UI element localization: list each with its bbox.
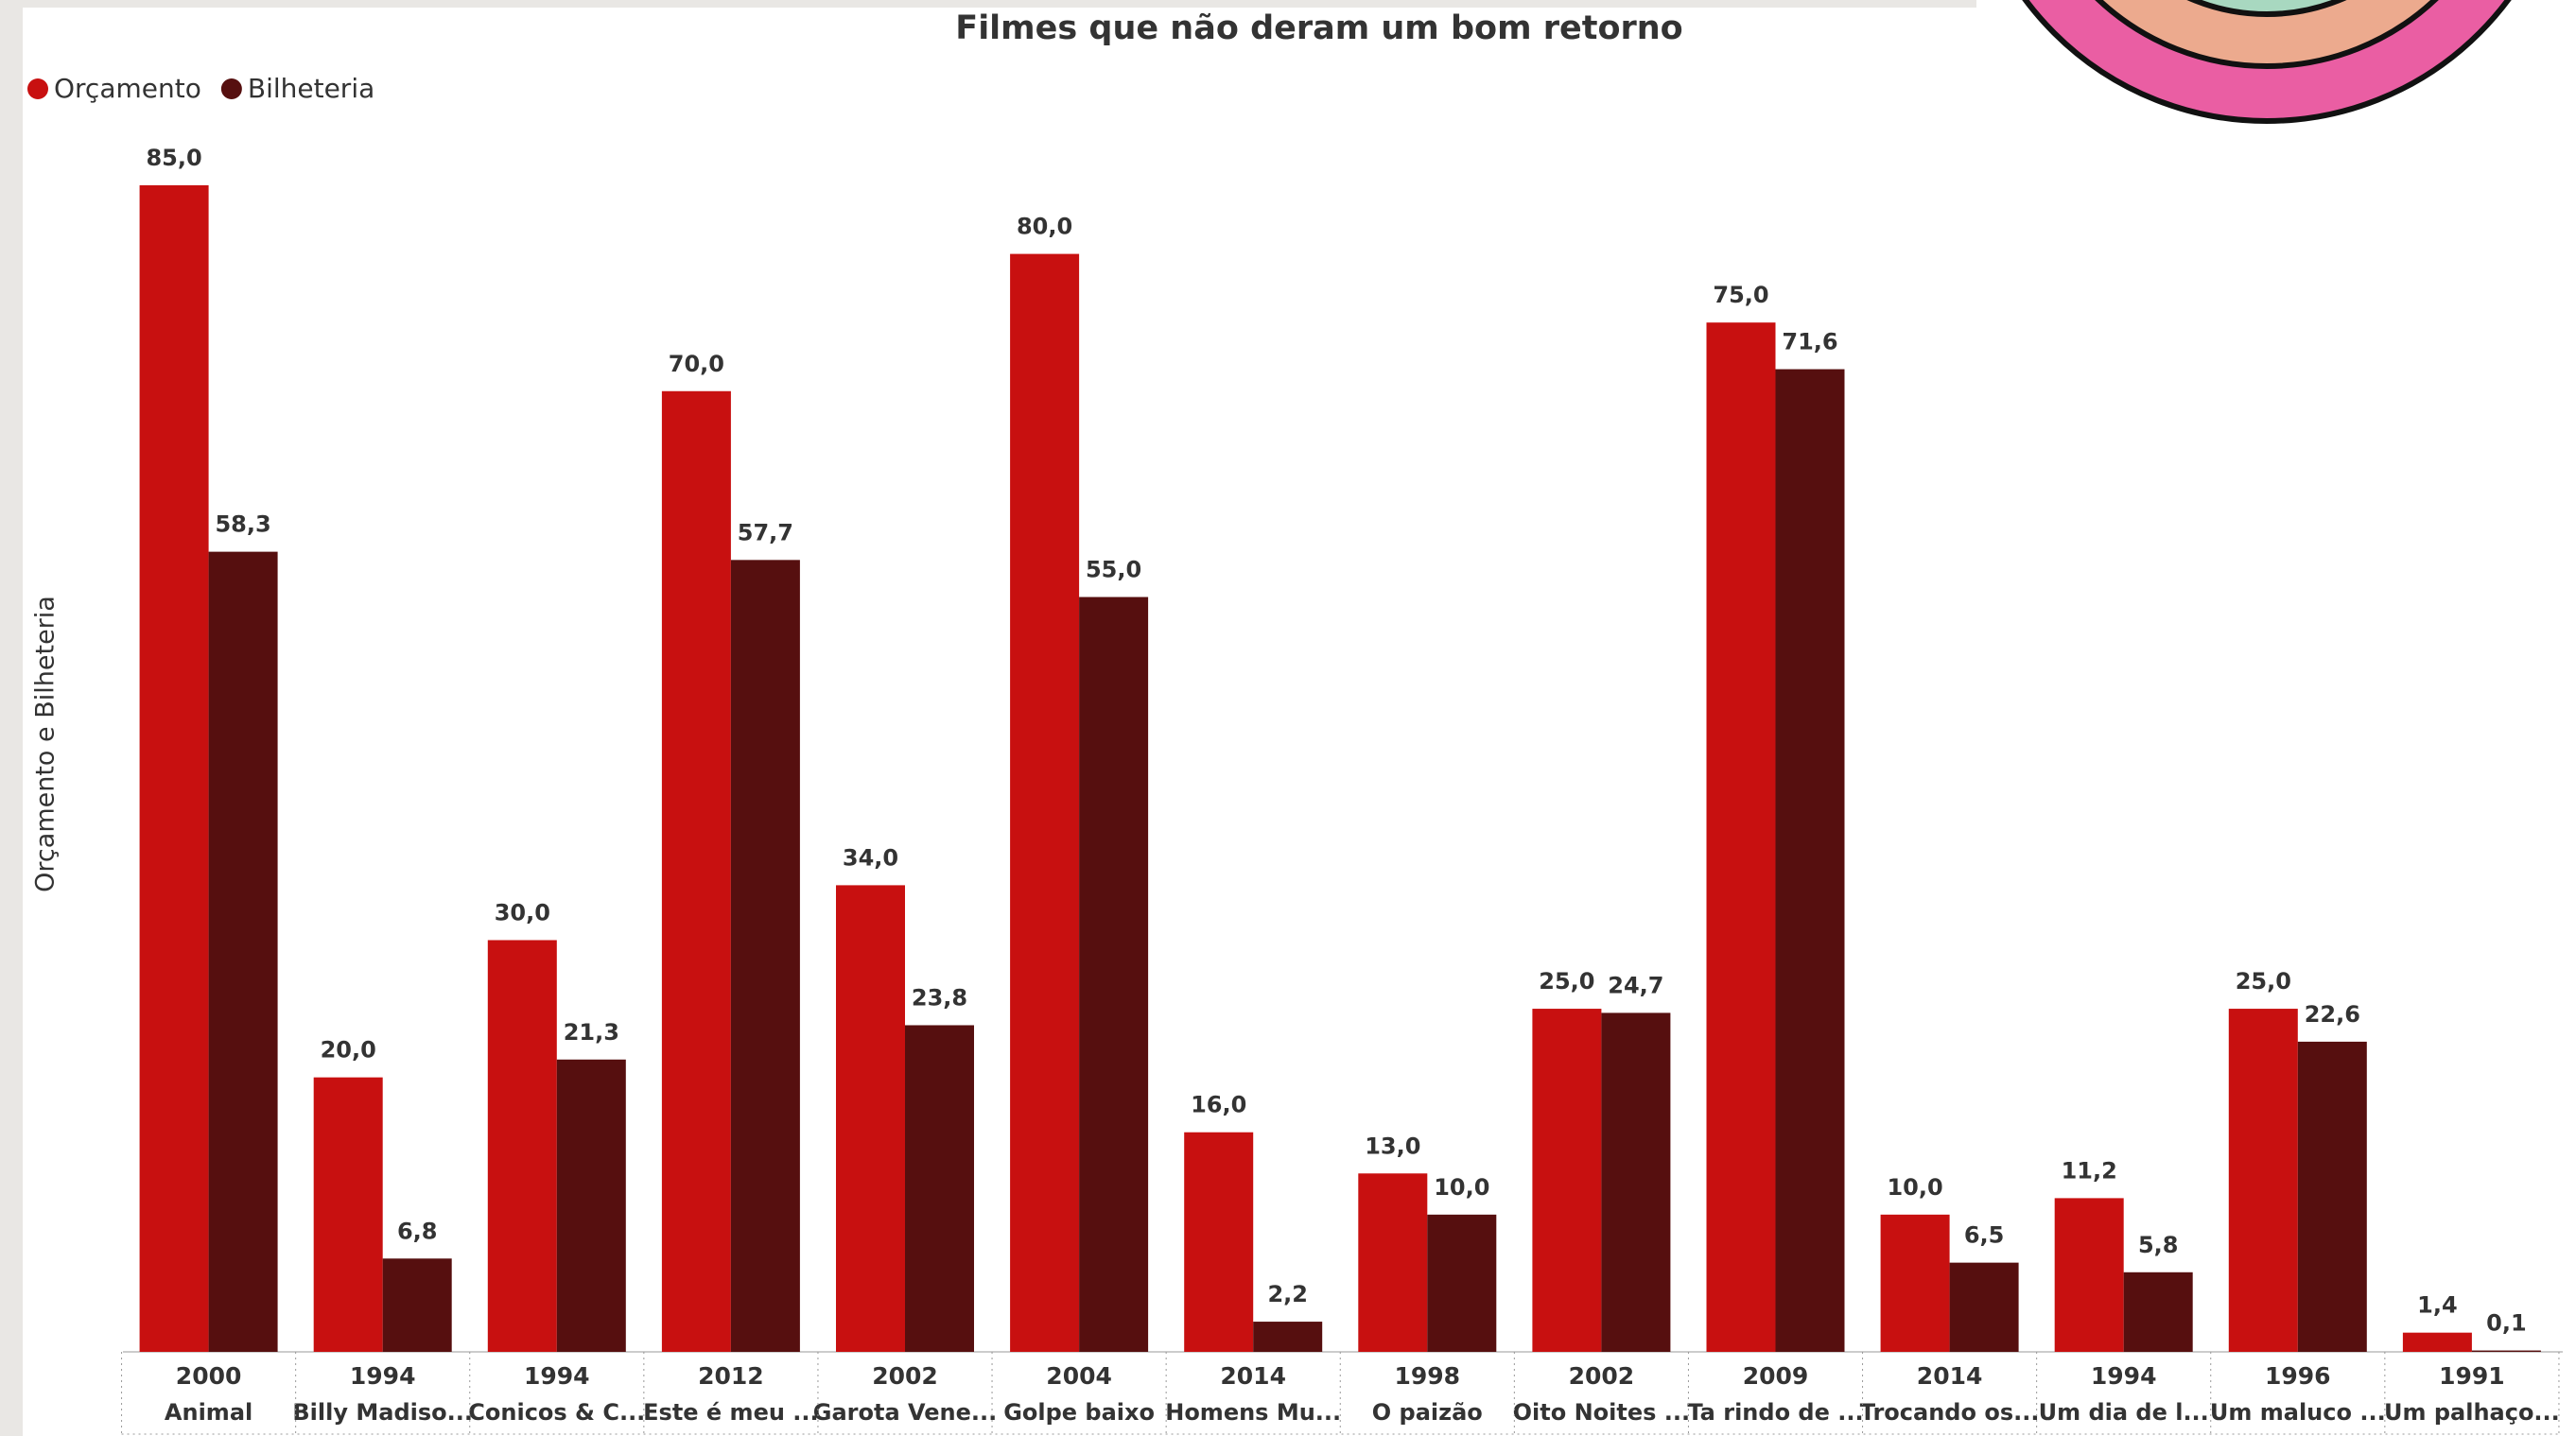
- bar: [2402, 1332, 2472, 1352]
- value-label: 10,0: [1434, 1174, 1489, 1201]
- value-label: 55,0: [1086, 557, 1141, 583]
- x-tick-year: 2012: [698, 1362, 764, 1390]
- bar: [1184, 1132, 1254, 1352]
- value-label: 6,5: [1964, 1222, 2005, 1249]
- bar: [2123, 1272, 2193, 1352]
- x-tick-year: 1991: [2439, 1362, 2505, 1390]
- bar: [2054, 1198, 2124, 1352]
- value-label: 22,6: [2305, 1001, 2360, 1028]
- legend-label: Bilheteria: [248, 73, 374, 104]
- x-tick-year: 2002: [872, 1362, 938, 1390]
- value-label: 25,0: [2236, 968, 2291, 995]
- value-label: 85,0: [146, 145, 201, 171]
- value-label: 75,0: [1713, 282, 1768, 308]
- bar: [730, 560, 800, 1352]
- bar: [1532, 1009, 1602, 1352]
- x-tick-label: Trocando os...: [1860, 1399, 2040, 1426]
- bar: [2297, 1041, 2367, 1352]
- x-tick-year: 1998: [1395, 1362, 1461, 1390]
- x-tick-year: 2004: [1046, 1362, 1112, 1390]
- legend-label: Orçamento: [54, 73, 201, 104]
- x-tick-label: Este é meu ...: [643, 1399, 819, 1426]
- x-tick-label: Homens Mu...: [1165, 1399, 1341, 1426]
- bar: [2228, 1009, 2298, 1352]
- side-strip: [0, 0, 23, 1436]
- value-label: 6,8: [397, 1218, 438, 1244]
- x-tick-label: Billy Madiso...: [292, 1399, 473, 1426]
- value-label: 30,0: [495, 899, 550, 926]
- value-label: 11,2: [2062, 1157, 2117, 1184]
- bar: [1601, 1012, 1671, 1352]
- bar: [1949, 1262, 2019, 1352]
- value-label: 21,3: [564, 1019, 619, 1046]
- bar: [556, 1059, 626, 1352]
- bar: [139, 185, 209, 1352]
- legend-swatch: [220, 78, 242, 99]
- bar: [1010, 253, 1080, 1352]
- x-tick-year: 2000: [176, 1362, 242, 1390]
- bar: [1880, 1214, 1950, 1352]
- value-label: 1,4: [2417, 1292, 2458, 1319]
- x-tick-year: 2002: [1569, 1362, 1635, 1390]
- value-label: 20,0: [321, 1037, 376, 1064]
- x-tick-year: 1994: [524, 1362, 590, 1390]
- x-tick-year: 1994: [2091, 1362, 2157, 1390]
- x-tick-label: Oito Noites ...: [1513, 1399, 1691, 1426]
- decoration: [2022, 0, 2512, 124]
- bar: [661, 390, 731, 1352]
- bar: [1079, 597, 1149, 1352]
- legend-swatch: [27, 78, 48, 99]
- value-label: 71,6: [1782, 329, 1837, 355]
- y-axis-label: Orçamento e Bilheteria: [31, 596, 61, 892]
- bar: [382, 1258, 452, 1352]
- x-tick-year: 1996: [2265, 1362, 2331, 1390]
- bar: [1427, 1214, 1497, 1352]
- bar: [1358, 1173, 1428, 1352]
- value-label: 16,0: [1191, 1092, 1246, 1118]
- top-strip: [0, 0, 1976, 8]
- x-tick-label: Um palhaço...: [2384, 1399, 2560, 1426]
- value-label: 2,2: [1267, 1281, 1308, 1307]
- bar: [313, 1077, 383, 1352]
- x-tick-year: 1994: [350, 1362, 416, 1390]
- x-tick-label: O paizão: [1372, 1399, 1483, 1426]
- x-tick-year: 2009: [1743, 1362, 1809, 1390]
- bar: [905, 1025, 974, 1352]
- bar: [1253, 1322, 1323, 1352]
- value-label: 10,0: [1887, 1174, 1942, 1201]
- x-tick-year: 2014: [1917, 1362, 1983, 1390]
- x-tick-label: Um maluco ...: [2210, 1399, 2386, 1426]
- x-tick-label: Conicos & C...: [468, 1399, 645, 1426]
- value-label: 25,0: [1539, 968, 1594, 995]
- value-label: 58,3: [215, 511, 270, 538]
- value-label: 34,0: [843, 844, 898, 871]
- value-label: 24,7: [1608, 972, 1663, 998]
- value-label: 13,0: [1365, 1133, 1420, 1159]
- value-label: 0,1: [2486, 1310, 2527, 1337]
- bar: [1775, 369, 1845, 1352]
- x-tick-label: Golpe baixo: [1003, 1399, 1155, 1426]
- x-tick-label: Um dia de l...: [2039, 1399, 2209, 1426]
- bar: [487, 940, 557, 1352]
- chart-title: Filmes que não deram um bom retorno: [955, 9, 1682, 47]
- bar: [2471, 1350, 2541, 1352]
- x-tick-label: Ta rindo de ...: [1687, 1399, 1863, 1426]
- value-label: 57,7: [738, 519, 793, 545]
- value-label: 70,0: [669, 351, 724, 377]
- x-tick-year: 2014: [1220, 1362, 1286, 1390]
- value-label: 23,8: [912, 984, 967, 1011]
- value-label: 80,0: [1017, 214, 1072, 240]
- bar: [208, 551, 278, 1352]
- bar: [1706, 322, 1776, 1352]
- x-tick-label: Garota Vene...: [813, 1399, 998, 1426]
- bar: [836, 885, 905, 1352]
- legend: Orçamento Bilheteria: [27, 73, 374, 104]
- x-tick-label: Animal: [165, 1399, 252, 1426]
- value-label: 5,8: [2138, 1232, 2179, 1258]
